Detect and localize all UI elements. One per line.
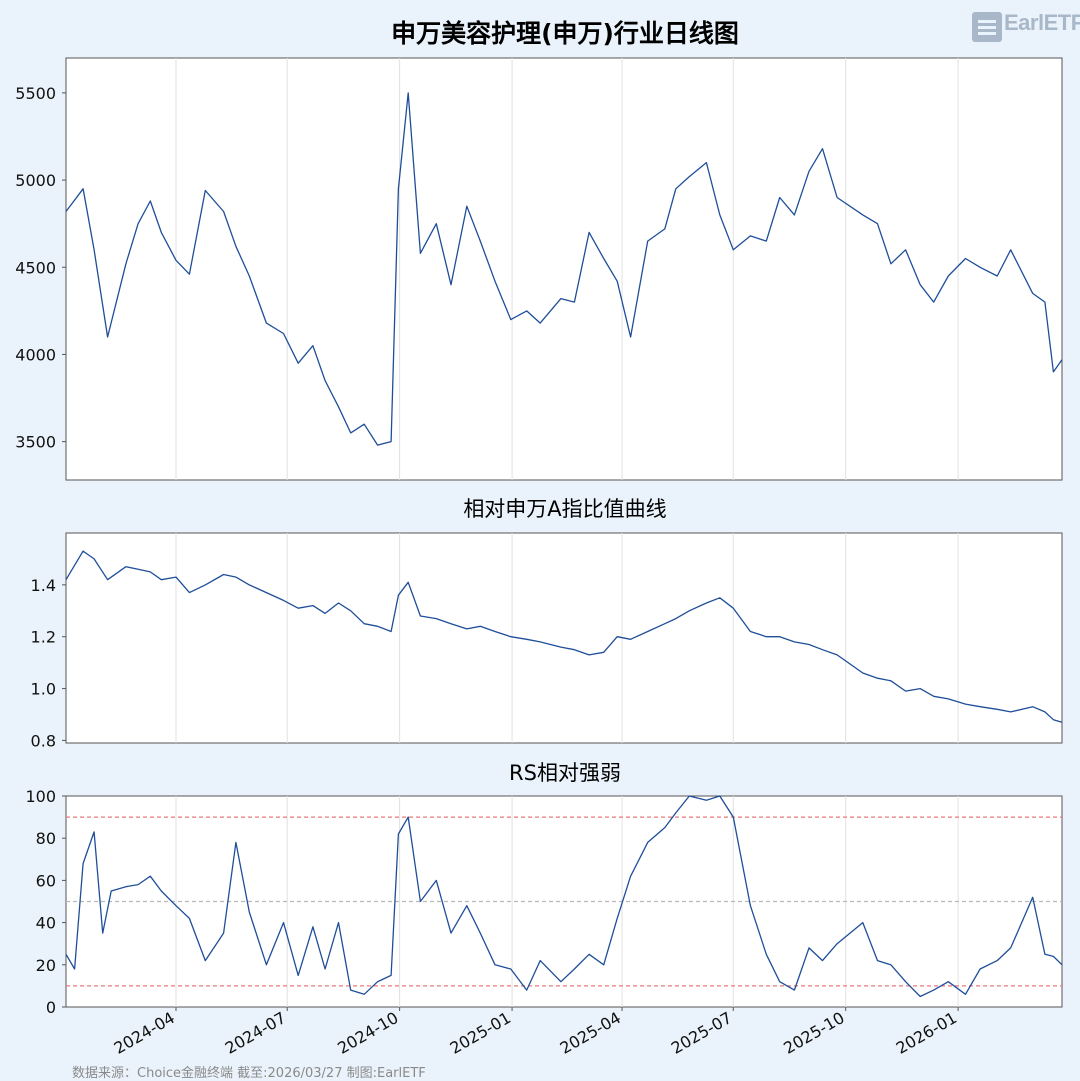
logo-mark-icon — [972, 12, 1002, 42]
x-tick-label-2024-07: 2024-07 — [222, 1008, 289, 1058]
series-layer — [65, 92, 1063, 998]
logo-text: EarlETF — [1004, 10, 1080, 35]
x-tick-label-2024-04: 2024-04 — [111, 1008, 178, 1058]
chart-title-rs: RS相对强弱 — [509, 761, 621, 785]
y-tick-label-0-4: 5500 — [15, 84, 56, 103]
y-tick-label-2-4: 80 — [36, 829, 56, 848]
y-tick-label-2-1: 20 — [36, 956, 56, 975]
y-tick-label-0-0: 3500 — [15, 433, 56, 452]
panel-price — [65, 57, 1063, 481]
x-tick-label-2026-01: 2026-01 — [893, 1008, 960, 1058]
x-tick-label-2025-07: 2025-07 — [668, 1008, 735, 1058]
y-tick-label-1-1: 1.0 — [31, 680, 56, 699]
y-tick-label-0-1: 4000 — [15, 345, 56, 364]
grid-layer — [175, 58, 959, 1007]
series-line-0 — [65, 92, 1063, 446]
x-tick-label-2025-01: 2025-01 — [447, 1008, 514, 1058]
y-tick-labels: 3500 4000 4500 5000 5500 0.8 1.0 1.2 1.4 0 20 40 60 8… — [15, 84, 66, 1017]
x-tick-label-2025-04: 2025-04 — [557, 1008, 624, 1058]
x-tick-label-2024-10: 2024-10 — [334, 1008, 401, 1058]
series-line-1 — [65, 550, 1063, 723]
y-tick-label-1-0: 0.8 — [31, 731, 56, 750]
y-tick-label-2-0: 0 — [46, 998, 56, 1017]
y-tick-label-2-5: 100 — [25, 787, 56, 806]
x-tick-label-2025-10: 2025-10 — [780, 1008, 847, 1058]
y-tick-label-1-3: 1.4 — [31, 576, 56, 595]
series-line-2 — [65, 795, 1063, 998]
source-footer: 数据来源：Choice金融终端 截至:2026/03/27 制图:EarlETF — [72, 1066, 426, 1081]
chart-title-ratio: 相对申万A指比值曲线 — [463, 497, 666, 521]
panel-ratio — [65, 532, 1063, 744]
y-tick-label-0-3: 5000 — [15, 171, 56, 190]
y-tick-label-2-3: 60 — [36, 871, 56, 890]
chart-title-main: 申万美容护理(申万)行业日线图 — [391, 19, 739, 48]
x-tick-labels: 2024-04 2024-07 2024-10 2025-01 2025-04 2025-… — [111, 1007, 960, 1058]
reference-lines — [66, 816, 1062, 987]
y-tick-label-0-2: 4500 — [15, 258, 56, 277]
earletf-logo: EarlETF — [972, 10, 1080, 44]
y-tick-label-1-2: 1.2 — [31, 628, 56, 647]
y-tick-label-2-2: 40 — [36, 914, 56, 933]
